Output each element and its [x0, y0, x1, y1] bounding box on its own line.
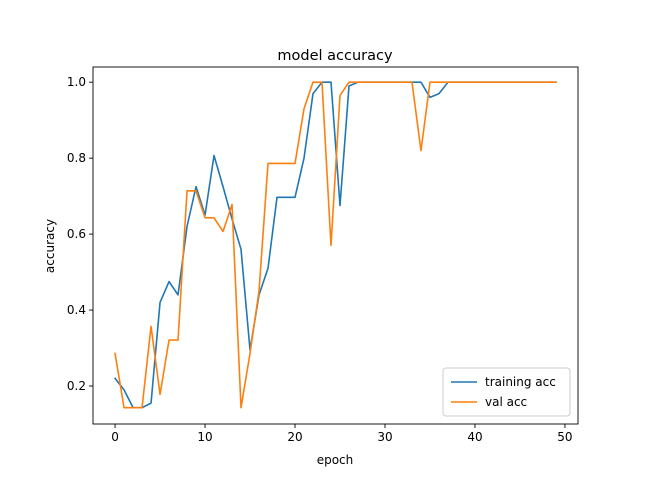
x-tick-label: 10 [197, 430, 212, 444]
legend-box [442, 367, 571, 417]
legend-label-1: training acc [485, 375, 556, 389]
x-tick-label: 30 [377, 430, 392, 444]
x-tick-label: 50 [557, 430, 572, 444]
x-tick-label: 20 [287, 430, 302, 444]
chart-title: model accuracy [277, 48, 393, 64]
y-tick-label: 1.0 [67, 75, 86, 89]
y-tick-label: 0.8 [67, 151, 86, 165]
x-tick-label: 40 [467, 430, 482, 444]
series-line-2 [114, 81, 557, 409]
plot-frame [92, 66, 579, 425]
legend-label-2: val acc [485, 395, 527, 409]
plot-area: 0 10 20 30 40 50 0.2 0.4 0.6 0.8 1.0 [67, 66, 579, 444]
x-tick-label: 0 [111, 430, 119, 444]
legend: training acc val acc [442, 367, 571, 417]
x-axis-title: epoch [317, 453, 354, 467]
y-tick-label: 0.4 [67, 303, 86, 317]
y-axis-title: accuracy [43, 219, 57, 273]
y-tick-label: 0.2 [67, 379, 86, 393]
y-tick-label: 0.6 [67, 227, 86, 241]
